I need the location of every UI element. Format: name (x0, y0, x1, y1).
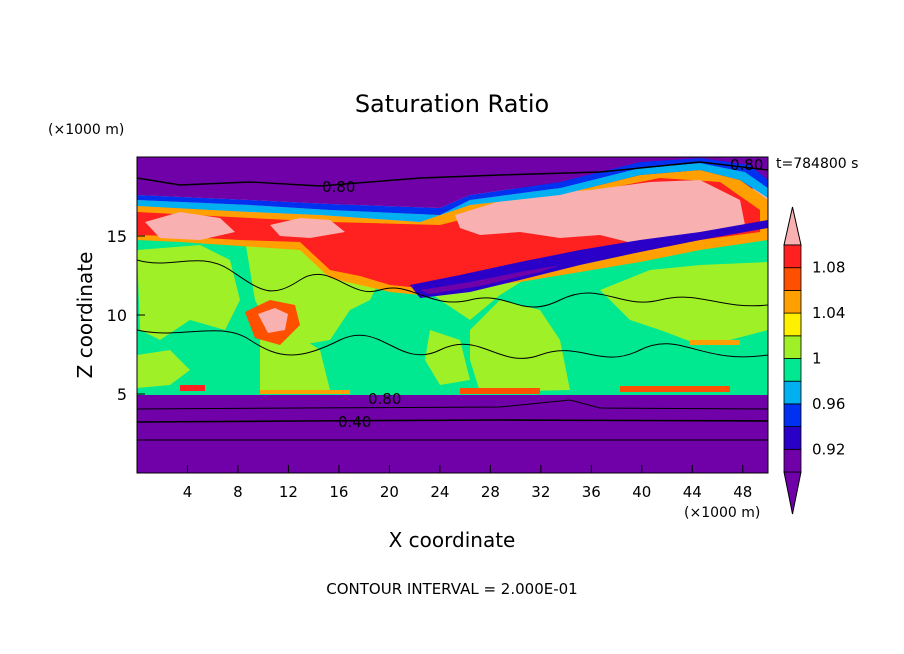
colorbar-tick-label: 1.08 (812, 259, 845, 277)
contour-label: 0.80 (322, 178, 355, 196)
colorbar-bin (783, 358, 802, 382)
surface-spot (460, 388, 540, 394)
surface-spot (690, 340, 740, 345)
x-tick-label: 48 (733, 483, 752, 501)
x-tick-label: 8 (233, 483, 243, 501)
surface-spot (620, 386, 730, 392)
x-tick-label: 20 (380, 483, 399, 501)
contour-line (137, 419, 768, 423)
y-tick-label: 5 (117, 385, 127, 404)
colorbar: 0.92 0.96 1 1.04 1.08 (783, 206, 845, 515)
x-unit-label: (×1000 m) (684, 505, 760, 521)
colorbar-bin (783, 380, 802, 405)
contour-line (137, 259, 768, 308)
contour-line (137, 329, 768, 359)
x-tick-label: 36 (582, 483, 601, 501)
surface-spot (260, 390, 350, 394)
contour-label: 0.80 (730, 156, 763, 174)
x-axis-title: X coordinate (389, 528, 516, 552)
x-tick-label: 24 (430, 483, 449, 501)
colorbar-bin (783, 426, 802, 450)
time-label: t=784800 s (776, 156, 858, 172)
upper-dry-layer (137, 157, 768, 208)
x-tick-label: 4 (183, 483, 193, 501)
colorbar-bin (783, 267, 802, 291)
green-area (470, 300, 570, 392)
colorbar-bin (783, 289, 802, 314)
colorbar-bin (783, 312, 802, 337)
chart-title: Saturation Ratio (355, 90, 549, 118)
lower-dry-layer (137, 395, 768, 473)
contour-interval-note: CONTOUR INTERVAL = 2.000E-01 (326, 580, 577, 598)
green-area (260, 330, 330, 392)
colorbar-bin (783, 244, 802, 269)
x-tick-label: 16 (329, 483, 348, 501)
y-axis-title: Z coordinate (73, 252, 97, 379)
upper-blue-fringe (137, 158, 768, 215)
x-tick-label: 12 (279, 483, 298, 501)
upper-pink-region (145, 212, 235, 240)
contour-line (137, 399, 768, 410)
green-area (137, 350, 190, 388)
mid-pink-blob (258, 308, 288, 333)
green-area (137, 245, 240, 340)
heatmap-plot (137, 157, 768, 473)
colorbar-extend-max (783, 206, 802, 246)
x-tick-label: 32 (531, 483, 550, 501)
colorbar-tick-label: 0.96 (812, 395, 845, 413)
colorbar-tick-label: 1 (812, 350, 822, 368)
colorbar-tick-label: 0.92 (812, 440, 845, 458)
dry-slot-core (420, 265, 560, 294)
contour-line (137, 161, 768, 187)
colorbar-tick-label: 1.04 (812, 304, 845, 322)
surface-spot (180, 385, 205, 391)
colorbar-bin (783, 448, 802, 473)
x-tick-label: 40 (632, 483, 651, 501)
upper-cyan-fringe (137, 163, 768, 222)
y-tick-label: 10 (107, 306, 127, 325)
y-axis-ticks: 5 10 15 (107, 227, 145, 404)
x-tick-label: 44 (683, 483, 702, 501)
colorbar-bin (783, 403, 802, 427)
upper-pink-region (270, 218, 345, 238)
contour-label: 0.80 (368, 390, 401, 408)
colorbar-bin (783, 335, 802, 359)
x-axis-ticks: 4 8 12 16 20 24 28 32 36 40 44 48 (183, 465, 752, 501)
colorbar-extend-min (783, 471, 802, 515)
y-tick-label: 15 (107, 227, 127, 246)
green-area (600, 262, 768, 345)
green-area (425, 330, 470, 385)
x-tick-label: 28 (481, 483, 500, 501)
y-unit-label: (×1000 m) (48, 122, 124, 138)
contour-label: 0.40 (338, 413, 371, 431)
